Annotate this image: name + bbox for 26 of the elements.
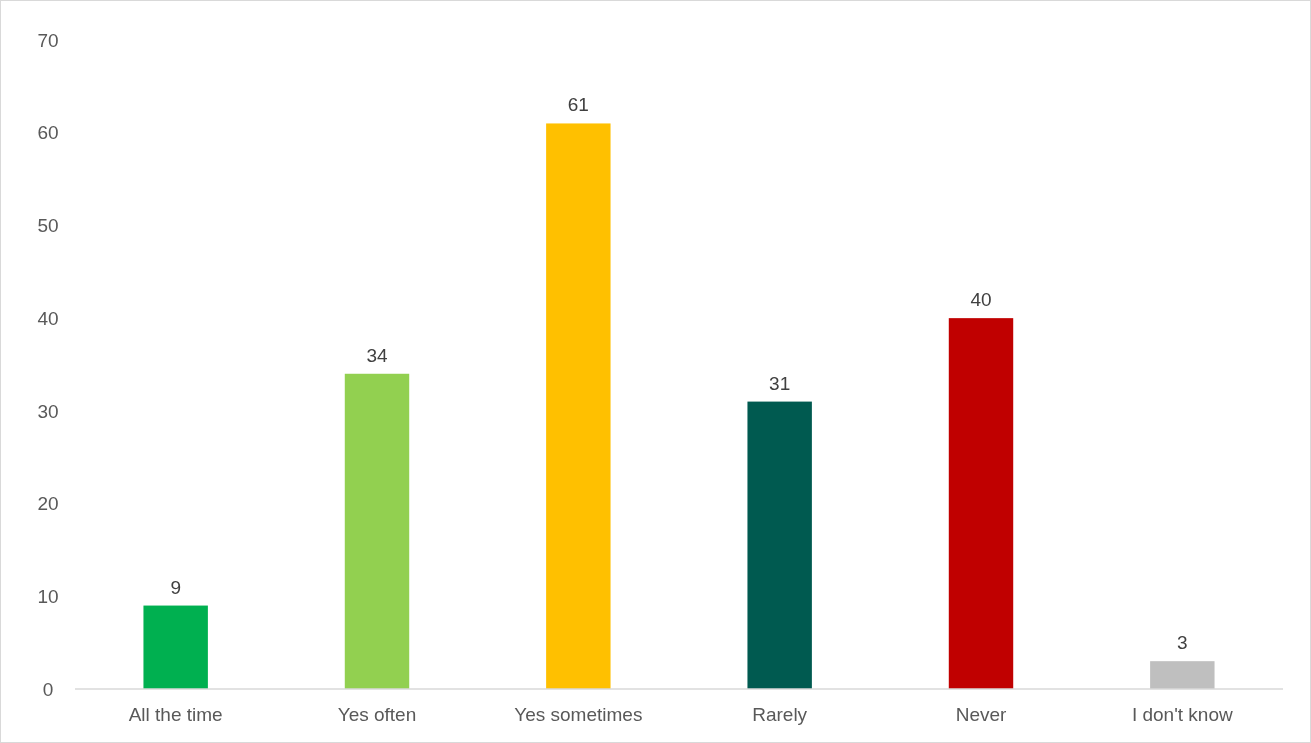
x-tick-label: All the time [128,704,223,725]
y-tick-label: 70 [37,29,59,51]
data-label: 34 [366,344,388,366]
y-tick-label: 60 [37,122,59,144]
bar [344,373,410,689]
data-label: 31 [769,372,791,394]
x-tick-label: Rarely [752,704,808,725]
x-tick-label: Yes sometimes [514,704,643,725]
y-tick-label: 40 [37,307,59,329]
bar [546,123,611,689]
y-tick-label: 20 [37,493,59,515]
bar [948,318,1014,689]
y-tick-label: 30 [37,400,59,422]
data-label: 61 [567,94,589,116]
x-tick-label: Never [955,704,1008,725]
data-label: 40 [970,289,992,311]
bar [747,401,812,689]
y-tick-label: 0 [42,678,54,700]
data-label: 9 [170,576,181,598]
bar [143,605,208,689]
bar [1150,661,1215,689]
y-tick-label: 50 [37,215,59,237]
x-tick-label: I don't know [1131,704,1233,725]
data-label: 3 [1177,632,1188,654]
y-tick-label: 10 [37,585,59,607]
x-tick-label: Yes often [337,704,417,725]
